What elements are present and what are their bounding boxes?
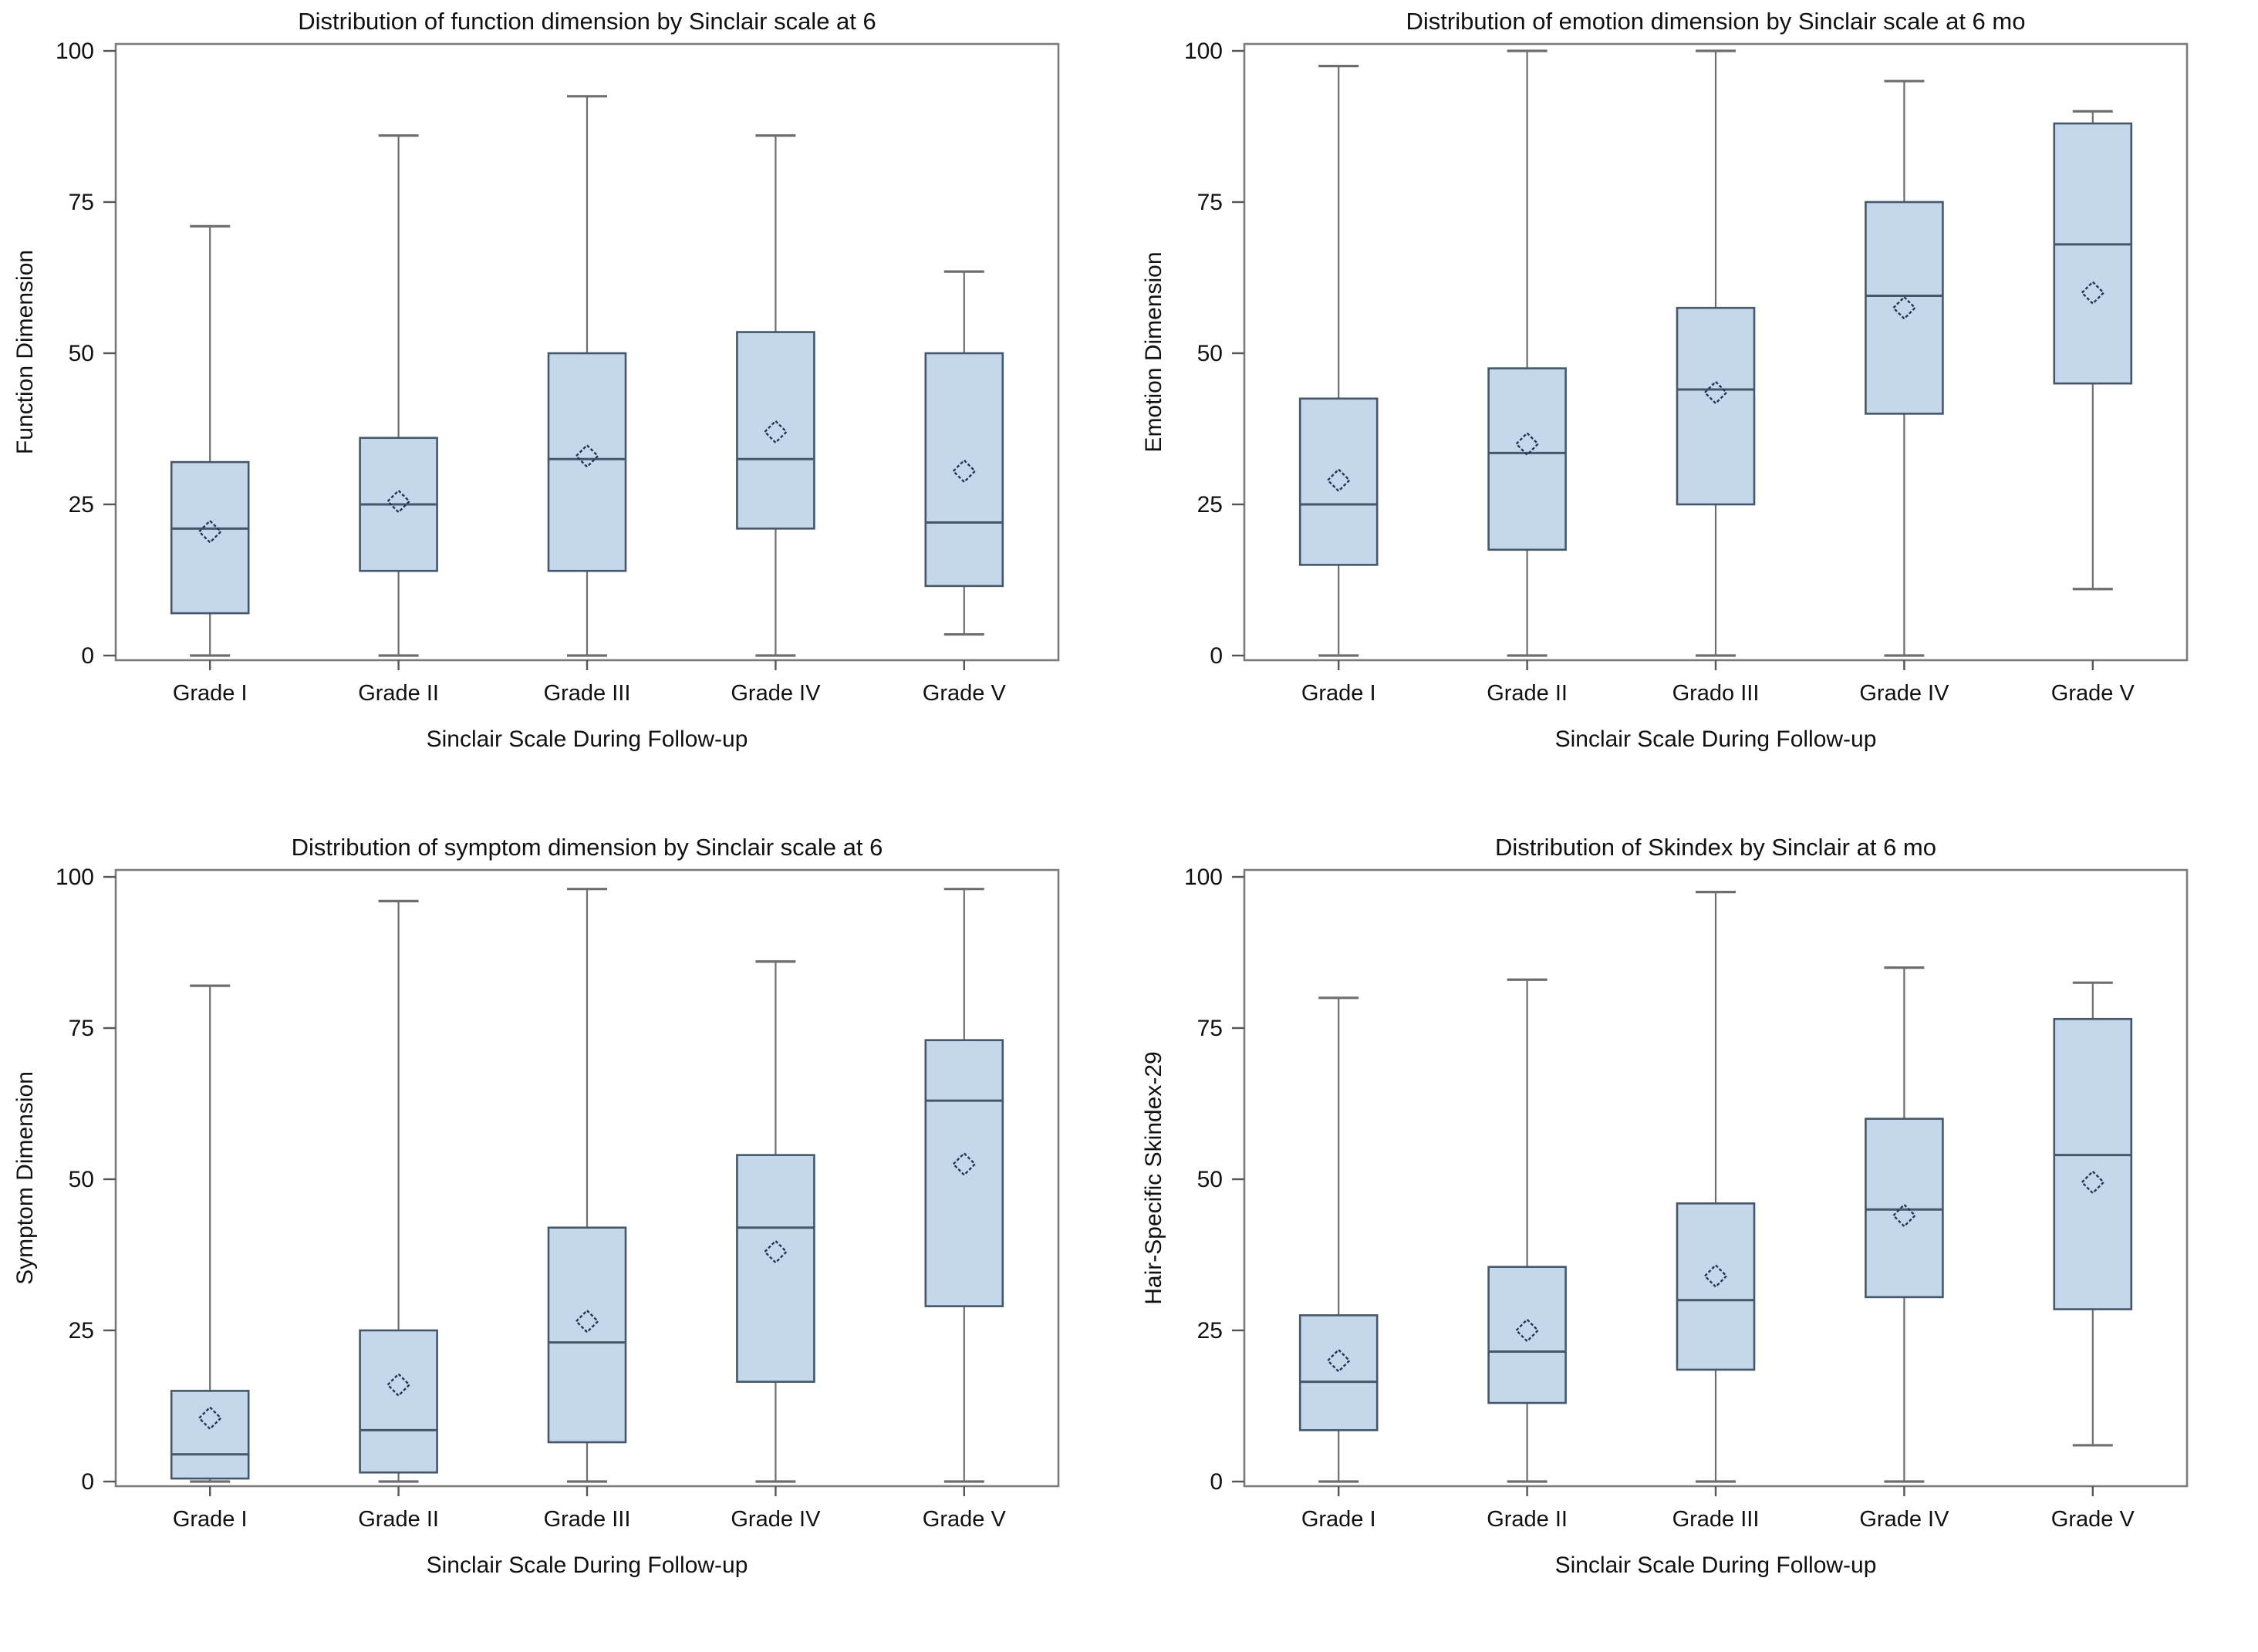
iqr-box <box>547 1226 627 1444</box>
x-category-label: Grade V <box>2051 1507 2135 1532</box>
boxplot-symptom-dimension: Distribution of symptom dimension by Sin… <box>12 834 1060 1578</box>
box-group <box>1676 890 1756 1483</box>
box-group <box>1298 996 1379 1483</box>
y-tick-label: 75 <box>69 1016 94 1041</box>
x-category-label: Grade I <box>1301 1507 1376 1532</box>
y-tick-label: 0 <box>1210 643 1223 669</box>
x-category-label: Grade V <box>923 1507 1007 1532</box>
box-group <box>1487 978 1567 1483</box>
y-tick-label: 25 <box>69 1318 94 1344</box>
y-tick-label: 25 <box>1197 1318 1223 1344</box>
x-category-label: Grade III <box>544 1507 631 1532</box>
x-category-label: Grade I <box>173 681 248 706</box>
x-category-label: Grade II <box>358 1507 439 1532</box>
y-tick-label: 100 <box>1184 39 1223 64</box>
x-axis-title: Sinclair Scale During Follow-up <box>427 1553 748 1578</box>
box-group <box>547 95 627 657</box>
y-axis-title: Hair-Specific Skindex-29 <box>1141 1051 1166 1304</box>
box-group <box>2053 110 2133 591</box>
iqr-box <box>1298 397 1379 566</box>
y-tick-label: 75 <box>1197 190 1223 215</box>
x-category-label: Grade III <box>1672 1507 1760 1532</box>
x-category-label: Grade II <box>1487 681 1568 706</box>
y-tick-label: 50 <box>1197 341 1223 366</box>
box-group <box>359 899 438 1483</box>
y-tick-label: 50 <box>69 341 94 366</box>
box-group <box>170 224 250 657</box>
box-group <box>547 888 627 1483</box>
x-category-label: Grade I <box>173 1507 248 1532</box>
x-category-label: Grade V <box>2051 681 2135 706</box>
x-axis-title: Sinclair Scale During Follow-up <box>1555 727 1877 752</box>
box-group <box>1298 64 1379 657</box>
x-category-label: Grade IV <box>731 681 821 706</box>
y-tick-label: 0 <box>81 643 94 669</box>
x-axis-title: Sinclair Scale During Follow-up <box>427 727 748 752</box>
y-axis-title: Emotion Dimension <box>1141 251 1166 452</box>
y-tick-label: 100 <box>56 865 94 890</box>
box-group <box>1865 966 1944 1483</box>
iqr-box <box>547 352 627 572</box>
y-axis-title: Symptom Dimension <box>12 1071 38 1285</box>
iqr-box <box>2053 122 2133 385</box>
iqr-box <box>924 352 1004 588</box>
iqr-box <box>1865 1118 1944 1299</box>
box-group <box>736 960 815 1483</box>
panel-symptom-dimension: Distribution of symptom dimension by Sin… <box>0 826 1129 1652</box>
x-category-label: Grade II <box>358 681 439 706</box>
y-tick-label: 0 <box>81 1469 94 1495</box>
box-group <box>924 270 1004 636</box>
box-group <box>1676 49 1756 657</box>
x-category-label: Grade I <box>1301 681 1376 706</box>
y-tick-label: 0 <box>1210 1469 1223 1495</box>
x-category-label: Grade IV <box>1859 681 1949 706</box>
x-category-label: Grade IV <box>731 1507 821 1532</box>
x-axis-title: Sinclair Scale During Follow-up <box>1555 1553 1877 1578</box>
iqr-box <box>1865 201 1944 415</box>
x-category-label: Grade IV <box>1859 1507 1949 1532</box>
boxplot-function-dimension: Distribution of function dimension by Si… <box>12 8 1060 752</box>
box-group <box>736 134 815 657</box>
iqr-box <box>1676 306 1756 506</box>
chart-title: Distribution of Skindex by Sinclair at 6… <box>1495 834 1936 861</box>
x-category-label: Grade V <box>923 681 1007 706</box>
box-group <box>170 984 250 1483</box>
iqr-box <box>170 460 250 615</box>
chart-title: Distribution of emotion dimension by Sin… <box>1406 8 2026 35</box>
iqr-box <box>359 1329 438 1474</box>
box-group <box>1487 49 1567 657</box>
box-group <box>359 134 438 657</box>
iqr-box <box>2053 1017 2133 1310</box>
y-tick-label: 100 <box>1184 865 1223 890</box>
chart-title: Distribution of function dimension by Si… <box>298 8 876 35</box>
box-group <box>924 888 1004 1483</box>
box-group <box>2053 981 2133 1447</box>
x-category-label: Grade III <box>544 681 631 706</box>
y-tick-label: 50 <box>69 1167 94 1192</box>
boxplot-emotion-dimension: Distribution of emotion dimension by Sin… <box>1141 8 2189 752</box>
iqr-box <box>1487 367 1567 551</box>
y-tick-label: 75 <box>69 190 94 215</box>
x-category-label: Grade II <box>1487 1507 1568 1532</box>
panel-skindex-total: Distribution of Skindex by Sinclair at 6… <box>1129 826 2258 1652</box>
boxplot-skindex-total: Distribution of Skindex by Sinclair at 6… <box>1141 834 2189 1578</box>
iqr-box <box>170 1390 250 1480</box>
iqr-box <box>1298 1314 1379 1431</box>
panel-emotion-dimension: Distribution of emotion dimension by Sin… <box>1129 0 2258 826</box>
y-tick-label: 50 <box>1197 1167 1223 1192</box>
panel-function-dimension: Distribution of function dimension by Si… <box>0 0 1129 826</box>
y-axis-title: Function Dimension <box>12 250 38 454</box>
y-tick-label: 25 <box>69 492 94 518</box>
y-tick-label: 75 <box>1197 1016 1223 1041</box>
x-category-label: Grado III <box>1672 681 1760 706</box>
y-tick-label: 100 <box>56 39 94 64</box>
iqr-box <box>924 1039 1004 1307</box>
iqr-box <box>736 1154 815 1383</box>
y-tick-label: 25 <box>1197 492 1223 518</box>
iqr-box <box>1487 1266 1567 1404</box>
iqr-box <box>736 331 815 530</box>
chart-title: Distribution of symptom dimension by Sin… <box>292 834 883 861</box>
box-group <box>1865 79 1944 657</box>
